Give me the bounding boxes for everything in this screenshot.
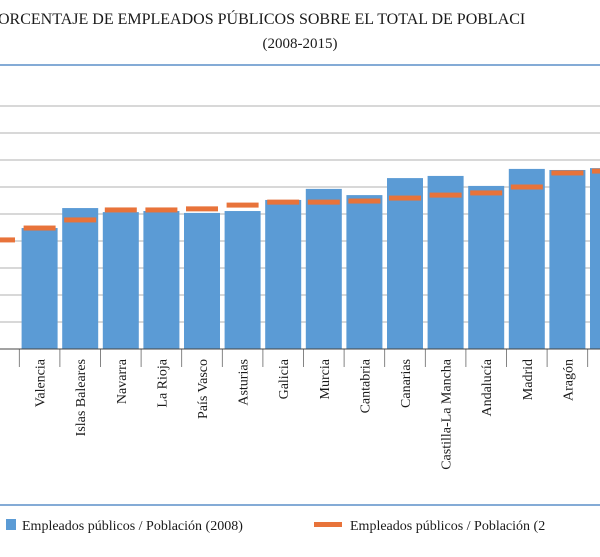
bar xyxy=(590,168,600,349)
marker-dash xyxy=(348,198,381,204)
bar xyxy=(62,208,99,349)
marker-dash xyxy=(145,207,178,213)
legend-label: Empleados públicos / Población (2008) xyxy=(22,519,243,534)
x-tick-label: Castilla-La Mancha xyxy=(440,358,455,470)
x-tick-label: Valencia xyxy=(34,358,49,407)
marker-dash xyxy=(470,190,503,196)
x-tick-label: Islas Baleares xyxy=(74,359,89,436)
x-tick-label: Canarias xyxy=(399,359,414,408)
marker-dash xyxy=(104,207,137,213)
bar xyxy=(549,169,586,349)
marker-dash xyxy=(307,199,340,205)
bar xyxy=(265,199,302,349)
x-tick-label: Murcia xyxy=(318,358,333,399)
marker-dash xyxy=(592,168,600,174)
x-tick-label: Cantabria xyxy=(358,358,373,413)
marker-dash xyxy=(23,225,56,231)
x-tick-label: País Vasco xyxy=(196,359,211,419)
marker-dash xyxy=(510,184,543,190)
bar xyxy=(346,195,383,349)
marker-dash xyxy=(551,170,584,176)
bar xyxy=(305,188,342,349)
chart-subtitle: (2008-2015) xyxy=(263,36,338,52)
x-tick-label: Asturias xyxy=(237,359,252,406)
marker-dash xyxy=(226,202,259,208)
x-tick-label: La Rioja xyxy=(155,358,170,407)
marker-dash xyxy=(0,237,15,243)
legend-swatch xyxy=(314,522,342,527)
bar xyxy=(184,212,220,349)
bar xyxy=(387,178,423,349)
chart-title: ORCENTAJE DE EMPLEADOS PÚBLICOS SOBRE EL… xyxy=(0,9,525,28)
legend-label: Empleados públicos / Población (2 xyxy=(350,519,545,534)
bar xyxy=(468,185,505,349)
bar xyxy=(427,175,464,349)
bar xyxy=(143,211,180,349)
bar xyxy=(21,228,58,349)
marker-dash xyxy=(186,206,218,212)
x-tick-label: Aragón xyxy=(561,359,576,401)
legend-swatch xyxy=(6,519,16,530)
bar xyxy=(102,212,139,349)
bar xyxy=(224,211,261,349)
x-tick-label: Galicia xyxy=(277,358,292,399)
marker-dash xyxy=(267,199,300,205)
marker-dash xyxy=(64,217,97,223)
marker-dash xyxy=(389,195,421,201)
bar xyxy=(508,168,545,349)
x-tick-label: Navarra xyxy=(115,358,130,404)
x-tick-label: Madrid xyxy=(521,359,536,400)
x-tick-label: Andalucía xyxy=(480,358,495,416)
marker-dash xyxy=(429,192,462,198)
